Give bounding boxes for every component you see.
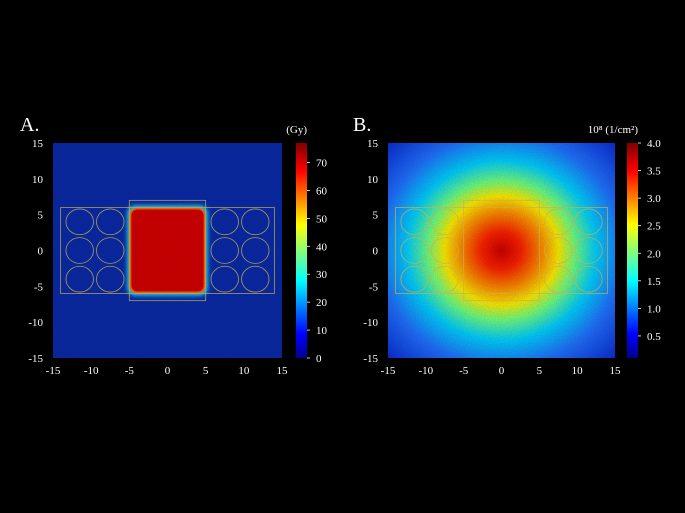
outline-rectangle (463, 199, 540, 302)
outline-circle (574, 208, 603, 236)
outline-circle (544, 208, 573, 236)
y-tick-label: 15 (367, 138, 379, 150)
geometry-outlines (60, 199, 275, 302)
outline-circle (400, 208, 429, 236)
colorbar-tick-label: 40 (316, 241, 328, 253)
outline-circle (574, 265, 603, 293)
colorbar-ticks: 0.5 1.0 1.5 2.0 2.5 3.0 3.5 4.0 (638, 138, 661, 343)
y-tick-label: 10 (367, 174, 379, 186)
colorbar-tick-label: 30 (316, 269, 328, 281)
x-tick-label: 10 (238, 365, 250, 377)
x-tick-label: -15 (46, 365, 61, 377)
outline-rectangle (395, 207, 608, 294)
colorbar-tick-label: 3.5 (647, 166, 661, 178)
outline-circle (96, 265, 125, 293)
outline-circle (400, 265, 429, 293)
colorbar-tick-label: 70 (316, 158, 328, 170)
outline-circle (544, 265, 573, 293)
y-tick-label: -5 (369, 281, 379, 293)
colorbar-unit-label: 10⁸ (1/cm²) (588, 124, 639, 136)
dose-noise (53, 143, 282, 358)
y-tick-label: -15 (363, 353, 378, 365)
fluence-colorbar: 0.5 1.0 1.5 2.0 2.5 3.0 3.5 4.0 10⁸ (1/cm²) (588, 124, 661, 358)
x-tick-label: 15 (610, 365, 622, 377)
outline-circle (430, 265, 459, 293)
colorbar-tick-label: 60 (316, 185, 328, 197)
outline-circle (96, 208, 125, 236)
x-axis-ticks: -15 -10 -5 0 5 10 15 (381, 365, 621, 377)
fluence-map-panel: B. -15 -10 -5 0 5 10 15 15 10 5 0 -5 -10 -15 0.5 1.0 1… (353, 114, 661, 377)
y-tick-label: 10 (32, 174, 44, 186)
x-tick-label: -10 (418, 365, 433, 377)
y-tick-label: 15 (32, 138, 44, 150)
y-axis-ticks: 15 10 5 0 -5 -10 -15 (363, 138, 378, 365)
colorbar-gradient (296, 143, 307, 358)
colorbar-tick-label: 0 (316, 353, 322, 365)
x-tick-label: 0 (499, 365, 505, 377)
outline-circle (544, 237, 573, 264)
x-tick-label: -5 (459, 365, 469, 377)
fluence-noise (388, 143, 615, 358)
colorbar-tick-label: 10 (316, 325, 328, 337)
y-tick-label: 0 (373, 246, 379, 258)
y-tick-label: -5 (34, 281, 44, 293)
outline-circle (65, 237, 94, 264)
outline-circle (210, 208, 239, 236)
panel-b-label: B. (353, 114, 371, 136)
fluence-heatmap (388, 143, 615, 358)
x-tick-label: 5 (537, 365, 543, 377)
outline-circle (210, 265, 239, 293)
outline-circle (241, 265, 270, 293)
dose-heatmap (53, 143, 282, 358)
dose-colorbar: 0 10 20 30 40 50 60 70 (Gy) (286, 124, 327, 365)
colorbar-tick-label: 20 (316, 297, 328, 309)
geometry-outlines (395, 199, 608, 302)
outline-rectangle (128, 199, 207, 302)
x-tick-label: -5 (125, 365, 135, 377)
colorbar-tick-label: 2.0 (647, 248, 661, 260)
outline-circle (241, 237, 270, 264)
outline-rectangle (60, 207, 275, 294)
outline-circle (430, 208, 459, 236)
outline-circle (96, 237, 125, 264)
x-tick-label: 0 (165, 365, 171, 377)
y-tick-label: -10 (28, 317, 43, 329)
colorbar-tick-label: 50 (316, 213, 328, 225)
outline-circle (210, 237, 239, 264)
colorbar-tick-label: 3.0 (647, 193, 661, 205)
y-tick-label: 0 (38, 246, 44, 258)
panel-a-label: A. (20, 114, 39, 136)
colorbar-gradient (627, 143, 638, 358)
y-tick-label: 5 (373, 210, 379, 222)
colorbar-tick-label: 1.5 (647, 276, 661, 288)
colorbar-ticks: 0 10 20 30 40 50 60 70 (307, 158, 328, 365)
outline-circle (574, 237, 603, 264)
x-tick-label: -10 (84, 365, 99, 377)
y-axis-ticks: 15 10 5 0 -5 -10 -15 (28, 138, 43, 365)
x-tick-label: -15 (381, 365, 396, 377)
x-axis-ticks: -15 -10 -5 0 5 10 15 (46, 365, 288, 377)
outline-circle (400, 237, 429, 264)
colorbar-tick-label: 1.0 (647, 303, 661, 315)
x-tick-label: 5 (203, 365, 209, 377)
outline-circle (430, 237, 459, 264)
colorbar-tick-label: 0.5 (647, 331, 661, 343)
colorbar-tick-label: 4.0 (647, 138, 661, 150)
outline-circle (241, 208, 270, 236)
x-tick-label: 10 (572, 365, 584, 377)
colorbar-tick-label: 2.5 (647, 221, 661, 233)
y-tick-label: 5 (38, 210, 44, 222)
y-tick-label: -15 (28, 353, 43, 365)
x-tick-label: 15 (277, 365, 289, 377)
outline-circle (65, 208, 94, 236)
y-tick-label: -10 (363, 317, 378, 329)
colorbar-unit-label: (Gy) (286, 124, 307, 136)
outline-circle (65, 265, 94, 293)
